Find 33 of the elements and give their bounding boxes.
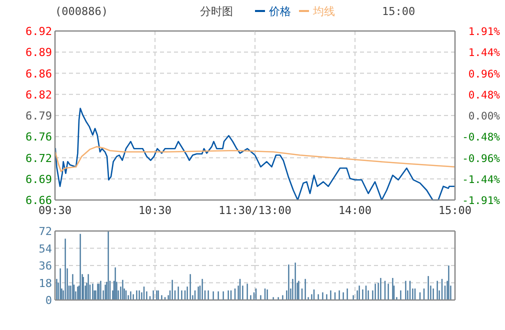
y-tick-label: 6.89 [26, 46, 52, 60]
text: -1.44% [462, 174, 500, 186]
chart-title: (000886) [55, 5, 108, 18]
text: -1.91% [462, 195, 500, 207]
x-tick-label: 15:00 [438, 204, 472, 217]
y-tick-label: 54 [38, 242, 52, 256]
chart-subtitle: 分时图 [200, 5, 233, 18]
y-tick-label: 6.82 [26, 88, 52, 102]
y-tick-label: 72 [38, 225, 52, 238]
x-tick-label: 09:30 [38, 204, 72, 217]
y-tick-label: 6.79 [26, 110, 52, 122]
y-tick-label: 6.92 [26, 25, 52, 38]
text: 1.91% [468, 26, 500, 38]
x-tick-label: 11:30/13:00 [218, 204, 292, 217]
x-tick-label: 10:30 [138, 204, 172, 217]
y-tick-label: 18 [38, 276, 52, 290]
y-tick-label: 6.76 [26, 130, 52, 144]
y-tick-label: 6.69 [26, 172, 52, 186]
y-tick-label: 36 [38, 260, 52, 272]
text: -0.48% [462, 132, 500, 144]
y-tick-label: 0 [45, 294, 52, 307]
legend-label: 均线 [312, 5, 335, 18]
text: 1.44% [468, 47, 500, 60]
text: 15:00 [382, 5, 416, 18]
text: -0.96% [462, 152, 500, 165]
text: 0.96% [468, 68, 500, 80]
legend-label: 价格 [268, 5, 291, 18]
y-tick-label: 6.66 [26, 194, 52, 207]
y-tick-label: 6.86 [26, 67, 52, 80]
text: 0.00% [468, 110, 500, 122]
text: 0.48% [468, 89, 500, 102]
x-tick-label: 14:00 [338, 204, 372, 217]
y-tick-label: 6.72 [26, 152, 52, 165]
